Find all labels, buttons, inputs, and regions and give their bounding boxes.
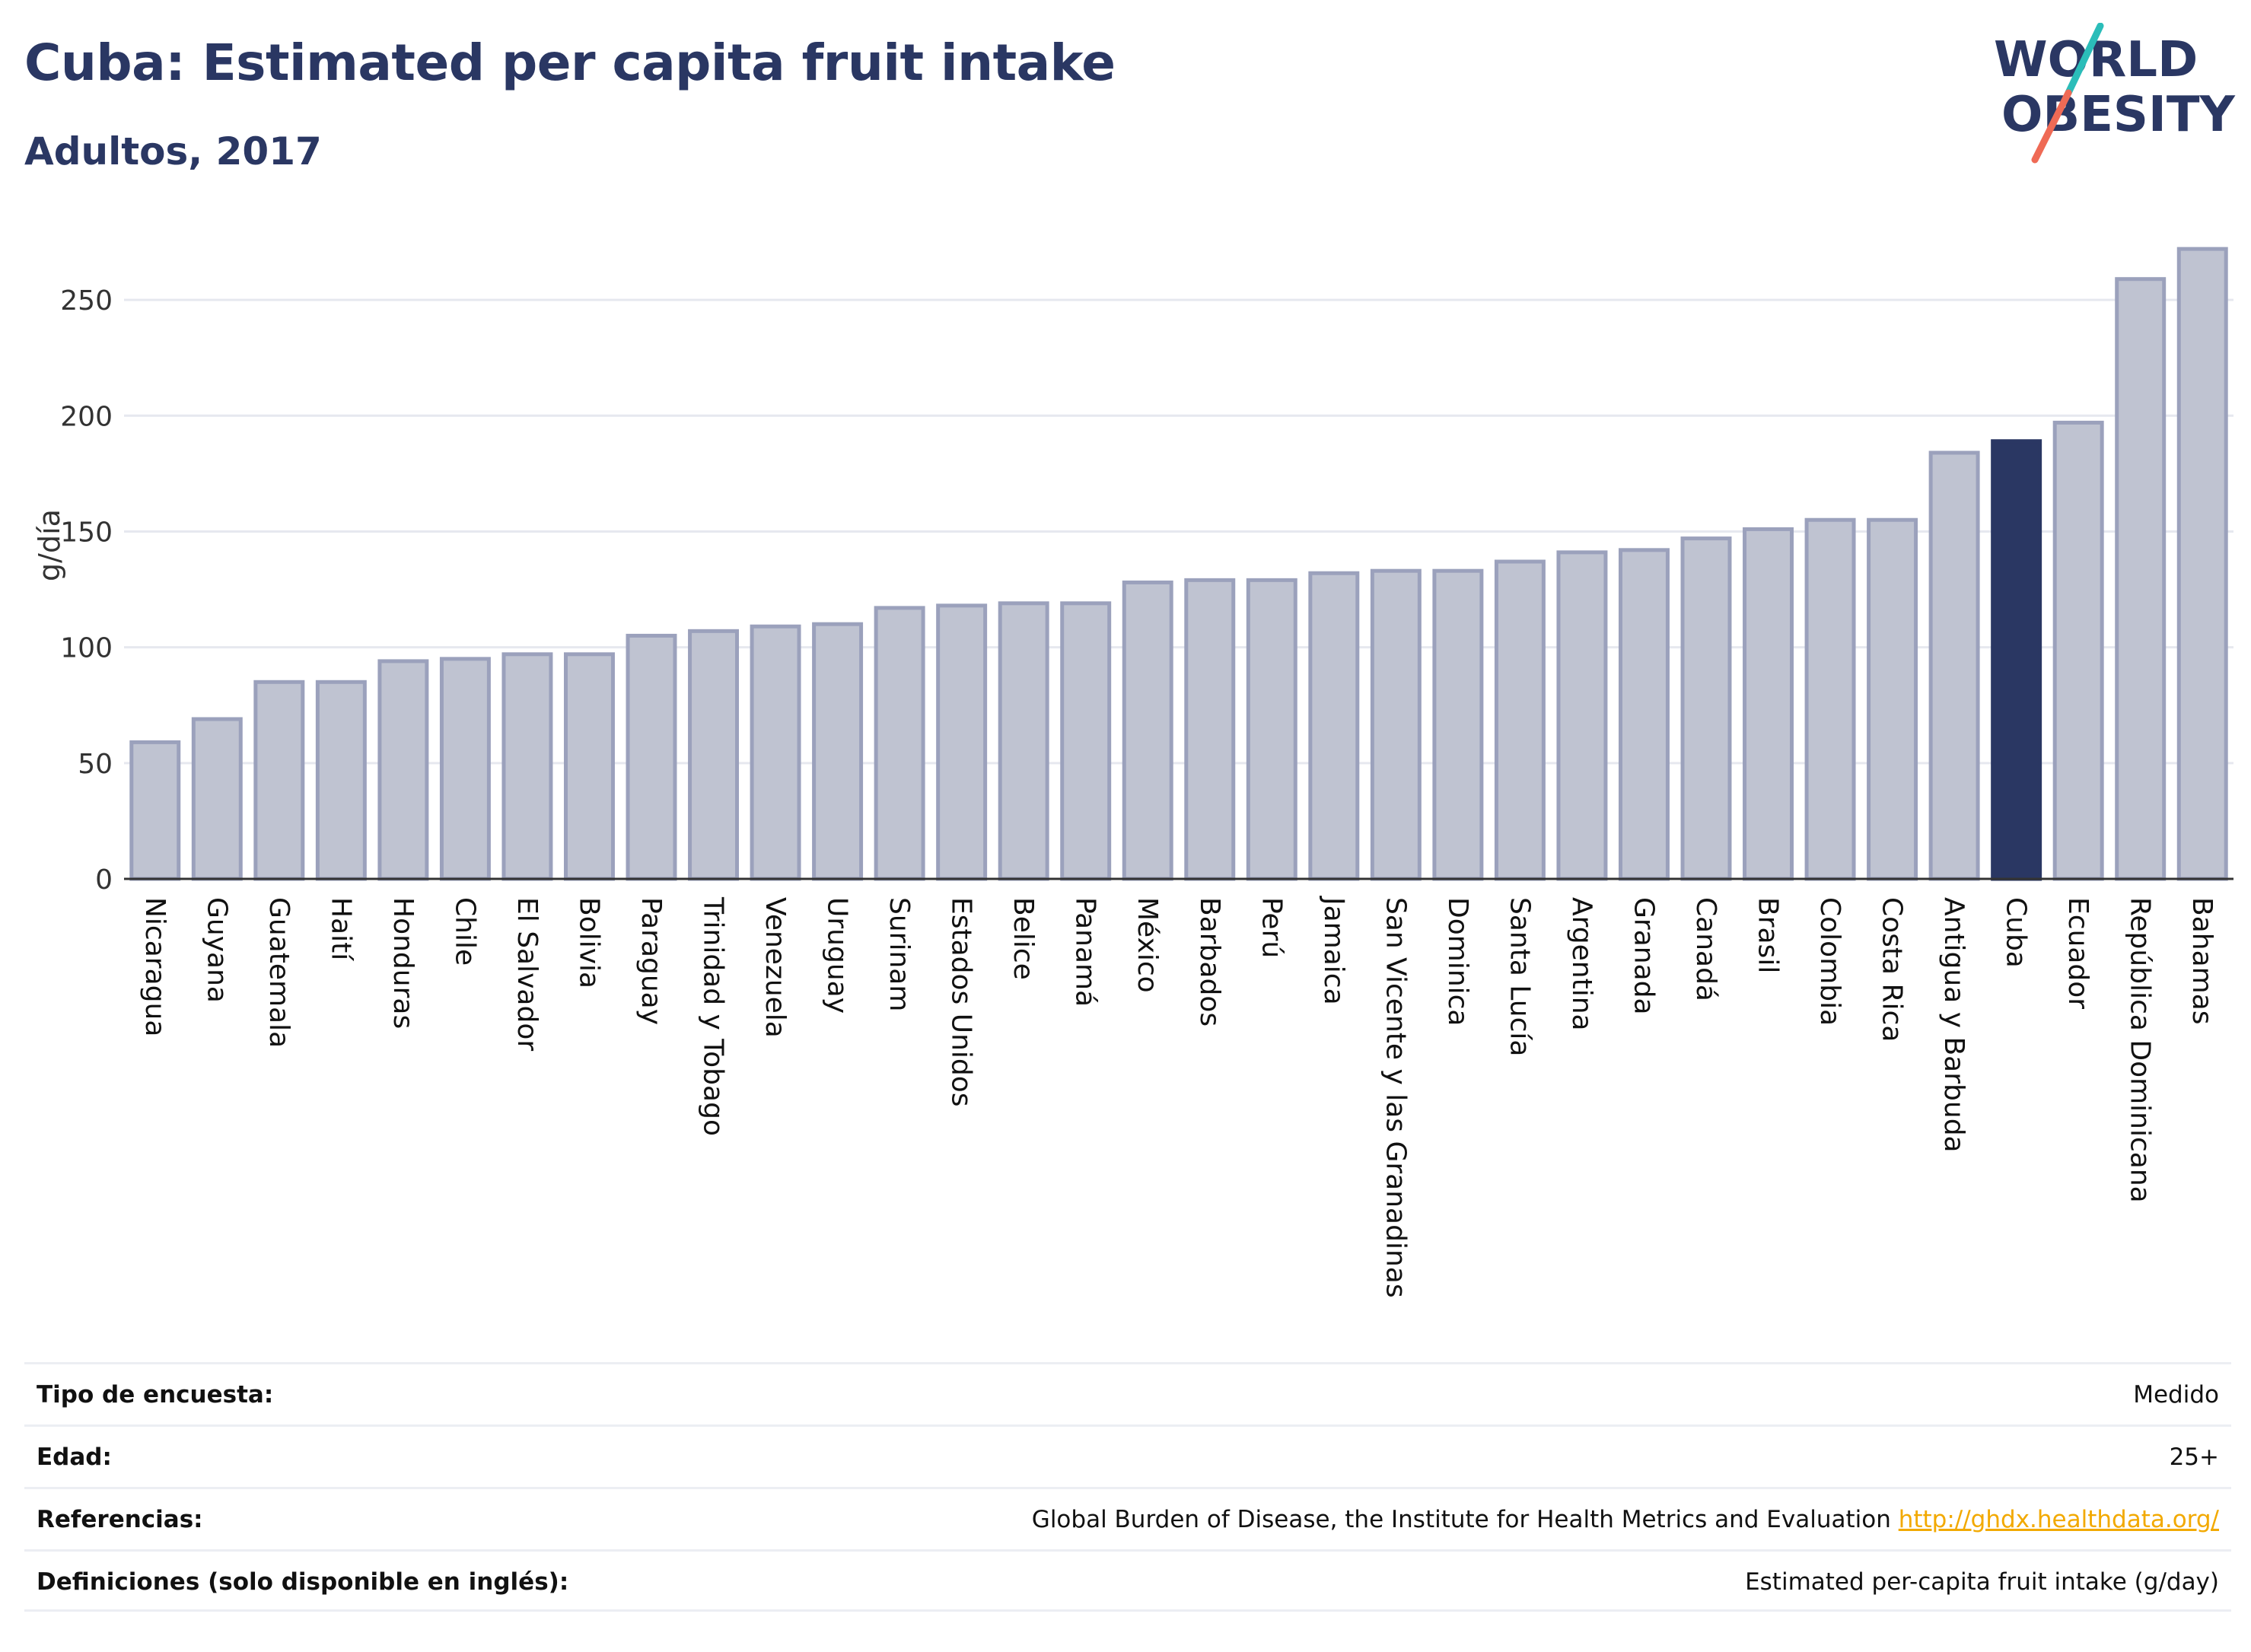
info-label: Definiciones (solo disponible en inglés)…: [37, 1568, 569, 1596]
bar: [1432, 568, 1484, 881]
x-tick-label: Bahamas: [2186, 897, 2218, 1025]
bar: [1928, 450, 1980, 881]
bar: [129, 740, 181, 881]
bar: [1991, 439, 2042, 881]
bar: [1743, 527, 1794, 881]
x-tick-label: Costa Rica: [1877, 897, 1908, 1042]
x-tick-label: Belice: [1008, 897, 1039, 980]
x-tick-label: Honduras: [387, 897, 419, 1029]
bar: [2052, 420, 2104, 881]
bar-chart: 0 50 100 150 200 250 g/día Nicaragua Guyana Guate…: [33, 247, 2233, 1298]
x-tick-label: Canadá: [1690, 897, 1721, 1001]
x-tick-label: Colombia: [1814, 897, 1845, 1026]
bar: [439, 657, 491, 881]
info-label: Referencias:: [37, 1506, 203, 1533]
bar: [191, 717, 243, 881]
bar: [563, 652, 615, 881]
y-tick-label: 0: [95, 864, 113, 896]
x-tick-label: Brasil: [1753, 897, 1784, 973]
x-tick-label: Dominica: [1442, 897, 1473, 1027]
info-label: Edad:: [37, 1444, 112, 1471]
x-tick-label: Uruguay: [822, 897, 853, 1014]
logo-slash-coral: [2031, 89, 2072, 164]
x-tick-label: Nicaragua: [139, 897, 170, 1036]
x-tick-label: Barbados: [1194, 897, 1225, 1027]
x-tick-label: Estados Unidos: [946, 897, 977, 1107]
bar: [874, 606, 925, 881]
chart-subtitle: Adultos, 2017: [24, 129, 322, 173]
bar: [2115, 277, 2167, 881]
reference-link[interactable]: http://ghdx.healthdata.org/: [1898, 1506, 2219, 1533]
info-value: Estimated per-capita fruit intake (g/day…: [1745, 1568, 2219, 1596]
y-tick-label: 200: [60, 401, 113, 432]
x-tick-label: Surinam: [884, 897, 915, 1011]
bar: [1494, 559, 1546, 881]
y-tick-label: 100: [60, 633, 113, 664]
x-tick-label: Argentina: [1566, 897, 1597, 1031]
bar: [1804, 517, 1856, 881]
info-row-references: Referencias: Global Burden of Disease, t…: [24, 1487, 2231, 1549]
x-tick-label: Guatemala: [263, 897, 295, 1048]
bar: [1680, 536, 1732, 881]
bar: [1060, 601, 1112, 881]
bar: [998, 601, 1049, 881]
reference-text: Global Burden of Disease, the Institute …: [1031, 1506, 1891, 1533]
x-tick-label: Paraguay: [635, 897, 667, 1025]
x-tick-label: Chile: [449, 897, 480, 966]
x-tick-label: Antigua y Barbuda: [1938, 897, 1969, 1153]
info-label: Tipo de encuesta:: [37, 1381, 274, 1408]
y-tick-label: 250: [60, 285, 113, 317]
logo-text-obesity: OBESITY: [2001, 87, 2235, 143]
info-row-age: Edad: 25+: [24, 1424, 2231, 1487]
y-tick-label: 50: [78, 749, 113, 780]
x-tick-label: México: [1132, 897, 1163, 993]
bar: [377, 659, 429, 881]
x-tick-label: El Salvador: [511, 897, 543, 1051]
chart-title: Cuba: Estimated per capita fruit intake: [24, 33, 1116, 92]
bar: [315, 680, 367, 881]
bar: [1122, 580, 1173, 881]
bar: [626, 633, 677, 881]
x-tick-label: Granada: [1628, 897, 1659, 1015]
bar: [1370, 568, 1422, 881]
bar: [1618, 548, 1670, 881]
x-tick-label: Panamá: [1070, 897, 1101, 1007]
bar: [1308, 571, 1360, 881]
bar: [812, 622, 864, 881]
x-tick-label: Guyana: [201, 897, 232, 1003]
bar: [501, 652, 553, 881]
x-tick-label: Perú: [1256, 897, 1287, 958]
bar: [1867, 517, 1918, 881]
bar: [688, 629, 740, 881]
x-tick-label: Ecuador: [2062, 897, 2093, 1009]
y-axis-label: g/día: [33, 509, 66, 581]
bar: [1184, 578, 1236, 881]
x-tick-label: Venezuela: [759, 897, 791, 1038]
bar: [2176, 247, 2228, 881]
x-tick-label: Santa Lucía: [1504, 897, 1535, 1056]
info-row-survey-type: Tipo de encuesta: Medido: [24, 1362, 2231, 1424]
info-row-definitions: Definiciones (solo disponible en inglés)…: [24, 1549, 2231, 1612]
x-tick-label: Jamaica: [1318, 896, 1349, 1005]
bar: [750, 624, 801, 881]
info-table: Tipo de encuesta: Medido Edad: 25+ Refer…: [24, 1362, 2231, 1612]
x-tick-label: Bolivia: [573, 897, 604, 988]
bar: [1246, 578, 1297, 881]
bar: [936, 603, 988, 881]
info-value: 25+: [2169, 1444, 2219, 1471]
bar: [1556, 550, 1608, 881]
info-value: Global Burden of Disease, the Institute …: [1032, 1506, 2219, 1533]
bar: [253, 680, 305, 881]
logo-slash-teal: [2065, 23, 2104, 97]
y-tick-label: 150: [60, 517, 113, 548]
x-tick-label: Haití: [325, 897, 356, 961]
info-value: Medido: [2133, 1381, 2219, 1408]
x-tick-label: República Dominicana: [2125, 897, 2156, 1203]
x-tick-label: Trinidad y Tobago: [698, 896, 729, 1136]
world-obesity-logo: WORLD OBESITY: [1994, 23, 2235, 164]
x-tick-label: San Vicente y las Granadinas: [1380, 897, 1411, 1298]
x-tick-label: Cuba: [2001, 897, 2032, 968]
